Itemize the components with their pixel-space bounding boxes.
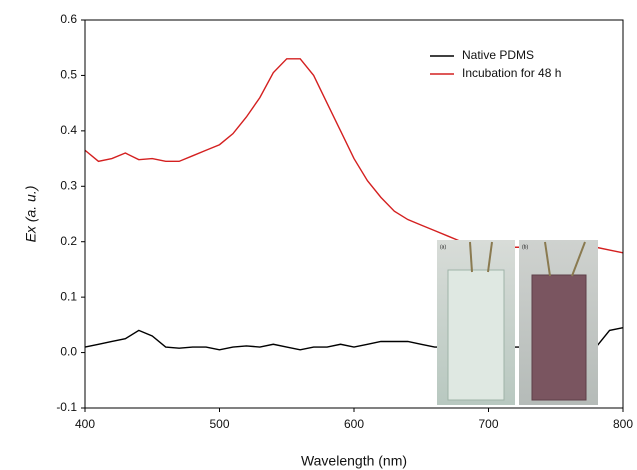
series-line — [84, 58, 624, 254]
y-tick-label: 0.5 — [60, 68, 77, 82]
y-tick-label: 0.2 — [60, 234, 77, 248]
y-axis-label: Ex (a. u.) — [23, 186, 39, 243]
y-tick-label: 0.3 — [60, 178, 77, 192]
tube — [487, 241, 493, 273]
x-tick-label: 600 — [344, 417, 364, 431]
inset-photo: (a) (b) — [437, 240, 598, 405]
tube — [571, 241, 586, 277]
x-tick-label: 500 — [209, 417, 229, 431]
x-tick-label: 400 — [75, 417, 95, 431]
legend-label: Incubation for 48 h — [462, 66, 561, 80]
x-tick-label: 800 — [613, 417, 633, 431]
inset-label: (b) — [522, 244, 528, 250]
inset-label: (a) — [440, 244, 446, 250]
y-tick-label: 0.0 — [60, 345, 77, 359]
tube — [544, 241, 551, 277]
y-tick-label: 0.1 — [60, 289, 77, 303]
photo-a-chip — [447, 269, 505, 401]
x-tick-label: 700 — [478, 417, 498, 431]
photo-b-chip — [531, 274, 587, 401]
legend-label: Native PDMS — [462, 48, 534, 62]
y-tick-label: -0.1 — [56, 400, 77, 414]
tube — [469, 241, 473, 273]
y-tick-label: 0.4 — [60, 123, 77, 137]
y-tick-label: 0.6 — [60, 12, 77, 26]
x-axis-label: Wavelength (nm) — [301, 453, 407, 469]
